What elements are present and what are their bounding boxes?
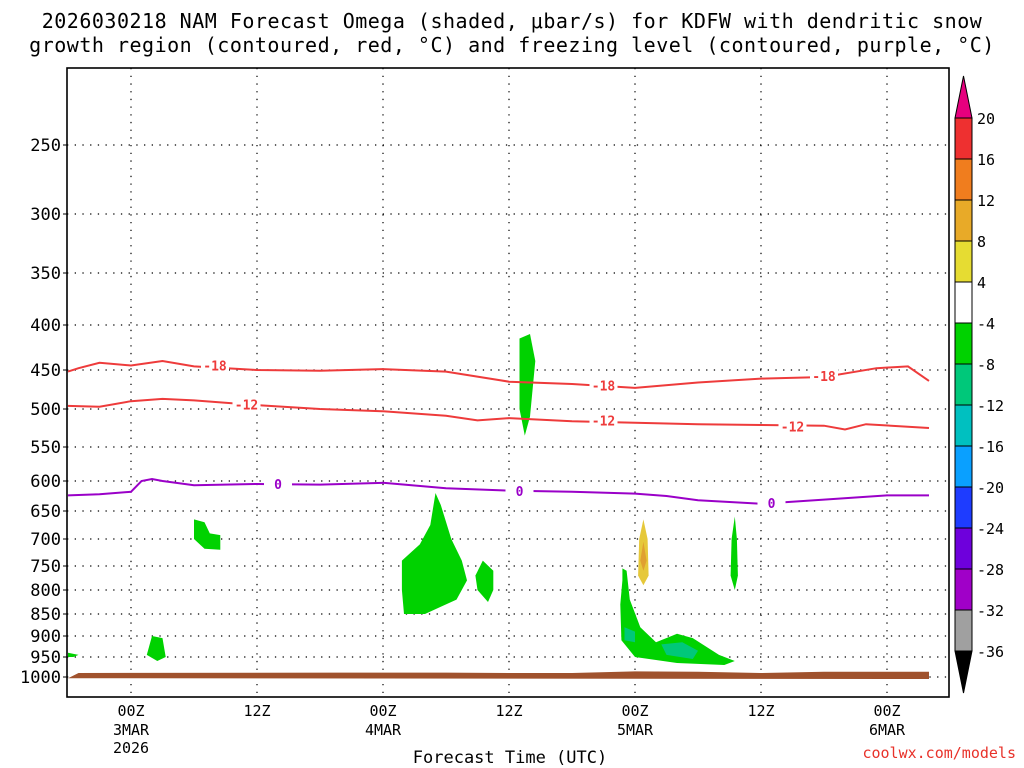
y-tick-label-300: 300 xyxy=(30,205,61,225)
colorbar-label-5: -4 xyxy=(977,315,995,333)
y-tick-label-400: 400 xyxy=(30,316,61,336)
y-tick-label-450: 450 xyxy=(30,361,61,381)
omega-region-2 xyxy=(68,652,79,657)
contour-label-4: -12 xyxy=(592,414,615,429)
contour-dendritic-top xyxy=(67,359,930,389)
colorbar-min-arrow xyxy=(954,650,973,694)
colorbar-label-11: -28 xyxy=(977,561,1004,579)
x-tick-label-24h: 00Z xyxy=(369,702,396,720)
y-tick-label-500: 500 xyxy=(30,400,61,420)
credit-text: coolwx.com/models xyxy=(862,744,1016,762)
contour-label-5: -12 xyxy=(781,420,804,435)
contour-label-8: 0 xyxy=(768,497,776,512)
y-tick-label-600: 600 xyxy=(30,472,61,492)
x-date-label-24h: 4MAR xyxy=(365,721,402,739)
omega-region-9 xyxy=(730,516,738,590)
colorbar-label-3: 8 xyxy=(977,233,986,251)
colorbar-segment-6 xyxy=(954,363,973,406)
contour-freezing-level xyxy=(67,477,929,505)
omega-region-0 xyxy=(519,334,536,436)
x-year-label-0h: 2026 xyxy=(113,739,149,757)
omega-region-1 xyxy=(146,636,166,661)
omega-region-5 xyxy=(475,560,494,602)
omega-region-3 xyxy=(194,519,221,550)
y-tick-label-350: 350 xyxy=(30,264,61,284)
colorbar-label-2: 12 xyxy=(977,192,995,210)
y-tick-label-900: 900 xyxy=(30,627,61,647)
colorbar-segment-9 xyxy=(954,486,973,529)
contour-label-3: -12 xyxy=(235,398,258,413)
contour-label-2: -18 xyxy=(812,370,836,385)
omega-region-6 xyxy=(620,568,735,665)
omega-region-4 xyxy=(401,493,467,614)
colorbar-label-10: -24 xyxy=(977,520,1004,538)
colorbar-label-6: -8 xyxy=(977,356,995,374)
colorbar-max-arrow xyxy=(954,75,973,119)
omega-region-8 xyxy=(661,642,698,659)
colorbar-label-0: 20 xyxy=(977,110,995,128)
contour-label-6: 0 xyxy=(274,478,282,493)
x-date-label-48h: 5MAR xyxy=(617,721,654,739)
colorbar-label-1: 16 xyxy=(977,151,995,169)
x-tick-label-0h: 00Z xyxy=(117,702,144,720)
x-date-label-72h: 6MAR xyxy=(869,721,906,739)
y-tick-label-700: 700 xyxy=(30,530,61,550)
y-tick-label-1000: 1000 xyxy=(20,668,61,688)
colorbar-segment-3 xyxy=(954,240,973,283)
colorbar-segment-2 xyxy=(954,199,973,242)
colorbar-segment-0 xyxy=(954,117,973,160)
colorbar-segment-8 xyxy=(954,445,973,488)
colorbar-segment-5 xyxy=(954,322,973,365)
colorbar-label-8: -16 xyxy=(977,438,1004,456)
y-tick-label-850: 850 xyxy=(30,605,61,625)
omega-region-11 xyxy=(640,541,647,571)
colorbar-label-4: 4 xyxy=(977,274,986,292)
contour-dendritic-bottom xyxy=(67,397,930,431)
colorbar-segment-11 xyxy=(954,568,973,611)
x-tick-label-72h: 00Z xyxy=(873,702,900,720)
colorbar-label-7: -12 xyxy=(977,397,1004,415)
y-tick-label-750: 750 xyxy=(30,557,61,577)
x-axis-label: Forecast Time (UTC) xyxy=(413,748,607,768)
y-tick-label-250: 250 xyxy=(30,136,61,156)
omega-region-7 xyxy=(624,627,635,643)
y-tick-label-950: 950 xyxy=(30,648,61,668)
chart-title-line2: growth region (contoured, red, °C) and f… xyxy=(29,33,995,57)
colorbar-segment-10 xyxy=(954,527,973,570)
x-tick-label-12h: 12Z xyxy=(243,702,270,720)
x-date-label-0h: 3MAR xyxy=(113,721,150,739)
colorbar-segment-12 xyxy=(954,609,973,652)
x-tick-label-48h: 00Z xyxy=(621,702,648,720)
plot-area xyxy=(67,68,949,697)
contour-label-7: 0 xyxy=(516,485,524,500)
x-tick-label-60h: 12Z xyxy=(747,702,774,720)
colorbar-label-9: -20 xyxy=(977,479,1004,497)
y-tick-label-800: 800 xyxy=(30,581,61,601)
x-tick-label-36h: 12Z xyxy=(495,702,522,720)
colorbar-label-13: -36 xyxy=(977,643,1004,661)
chart-title-line1: 2026030218 NAM Forecast Omega (shaded, μ… xyxy=(41,9,983,33)
contour-label-0: -18 xyxy=(203,360,227,375)
y-tick-label-550: 550 xyxy=(30,438,61,458)
colorbar-segment-4 xyxy=(954,281,973,324)
y-tick-label-650: 650 xyxy=(30,502,61,522)
colorbar-segment-7 xyxy=(954,404,973,447)
colorbar-label-12: -32 xyxy=(977,602,1004,620)
colorbar-segment-1 xyxy=(954,158,973,201)
terrain-fill xyxy=(68,671,929,679)
plot-frame xyxy=(66,67,950,698)
contour-label-1: -18 xyxy=(592,380,616,395)
